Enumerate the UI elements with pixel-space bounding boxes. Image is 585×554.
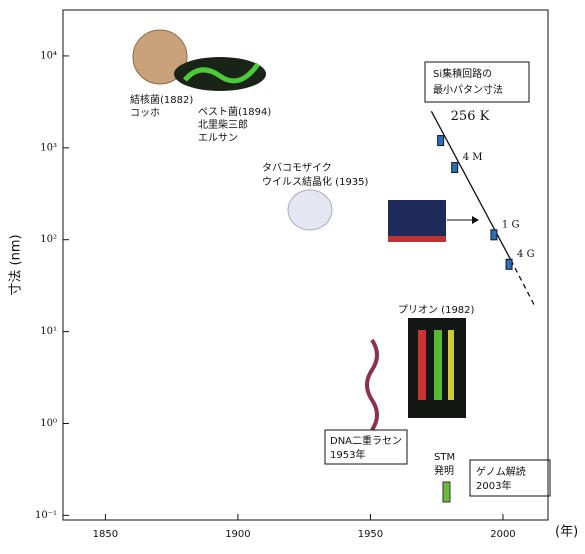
chip-image — [388, 200, 446, 240]
annotation: 発明 — [434, 464, 454, 477]
x-axis-label: (年) — [555, 525, 578, 540]
dna-box — [324, 429, 408, 465]
arrow-head — [472, 216, 479, 224]
annotation: タバコモザイク — [262, 162, 332, 174]
annotation: DNA二重ラセン — [330, 434, 402, 447]
annotation: 2003年 — [476, 479, 511, 492]
si-box — [424, 61, 530, 103]
x-tick-label: 1950 — [358, 529, 383, 540]
prion-strand — [418, 330, 426, 400]
x-tick-label: 2000 — [490, 529, 515, 540]
y-axis-label: 寸法 (nm) — [9, 234, 24, 295]
chip-marker — [437, 135, 445, 147]
value-label: 4 G — [517, 249, 535, 260]
x-tick-label: 1900 — [225, 529, 250, 540]
annotation: コッホ — [130, 107, 160, 119]
y-tick-label: 10⁴ — [40, 50, 57, 61]
annotation: ウイルス結晶化 (1935) — [262, 175, 369, 188]
trend-line-dashed — [510, 259, 536, 307]
bacterium-image — [132, 29, 188, 85]
chip-image-base — [388, 236, 446, 242]
prion-strand — [448, 330, 454, 400]
genome-box — [469, 459, 551, 497]
stm-image — [442, 481, 451, 503]
annotation: 結核菌(1882) — [130, 93, 193, 106]
annotation: ゲノム解読 — [476, 465, 526, 478]
annotation: 1953年 — [330, 448, 365, 461]
x-tick-label: 1850 — [93, 529, 118, 540]
annotation: ペスト菌(1894) — [198, 106, 271, 118]
virus-image — [287, 189, 333, 231]
prion-strand — [434, 330, 442, 400]
plot-frame — [62, 9, 549, 521]
chip-marker — [505, 258, 513, 270]
annotation: STM — [434, 452, 455, 463]
chip-marker — [451, 162, 459, 174]
y-tick-label: 10⁻¹ — [35, 510, 57, 521]
dna-image — [365, 338, 379, 432]
annotation: 北里柴三郎 — [198, 118, 248, 131]
annotation: プリオン (1982) — [398, 304, 475, 316]
y-tick-label: 10¹ — [40, 326, 57, 337]
value-label: 4 M — [463, 152, 483, 163]
annotation: 最小パタン寸法 — [433, 83, 503, 96]
value-label: 256 K — [451, 109, 490, 124]
chip-marker — [490, 229, 498, 241]
annotation: エルサン — [198, 132, 238, 144]
annotation: Si集積回路の — [433, 67, 492, 80]
value-label: 1 G — [502, 219, 520, 230]
y-tick-label: 10⁰ — [40, 418, 57, 429]
y-tick-label: 10² — [40, 234, 57, 245]
trend-line — [430, 110, 512, 261]
y-tick-label: 10³ — [40, 142, 57, 153]
pest-worm — [183, 62, 261, 84]
